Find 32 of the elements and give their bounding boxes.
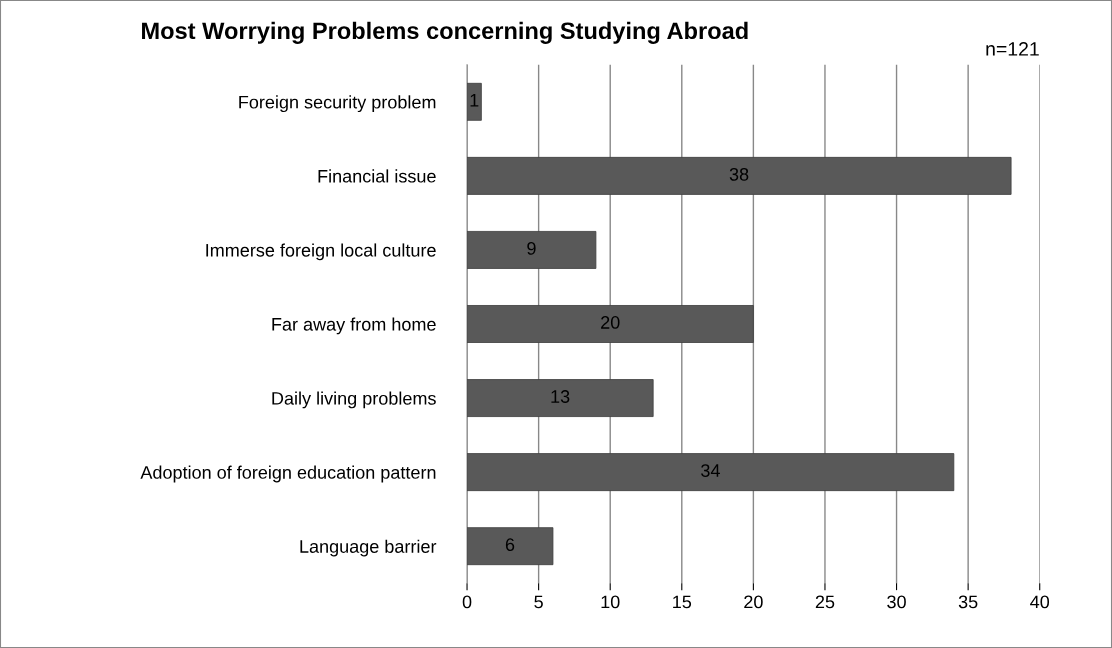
data-label: 34: [701, 464, 720, 477]
bar: [467, 379, 654, 417]
y-tick-label: Foreign security problem: [239, 95, 436, 113]
x-tick-label: 10: [601, 595, 620, 609]
text: n=121: [986, 42, 1039, 56]
bar: [467, 453, 955, 492]
y-tick-label: Language barrier: [300, 539, 437, 557]
y-tick-label: Daily living problems: [272, 391, 436, 409]
bar: [467, 527, 554, 566]
x-tick-label: 30: [887, 595, 906, 609]
x-tick-label: 15: [673, 595, 692, 609]
y-tick-label: Adoption of foreign education pattern: [140, 465, 436, 483]
data-label: 6: [505, 538, 515, 552]
data-label: 38: [729, 167, 749, 181]
x-tick-label: 0: [462, 595, 472, 609]
bar: [467, 231, 597, 269]
data-label: 1: [470, 94, 479, 107]
x-tick-label: 25: [815, 595, 835, 609]
bar: [467, 305, 754, 343]
x-tick-label: 20: [744, 595, 763, 609]
x-tick-label: 40: [1030, 595, 1050, 609]
x-tick-label: 5: [534, 595, 543, 609]
data-label: 9: [527, 242, 536, 255]
y-tick-label: Financial issue: [318, 169, 436, 183]
bar: [467, 82, 482, 121]
chart-title: Most Worrying Problems concerning Studying Abroad: [142, 21, 748, 44]
y-tick-label: Immerse foreign local culture: [206, 243, 436, 261]
data-label: 20: [601, 316, 620, 329]
data-label: 13: [551, 390, 570, 403]
bar: [467, 156, 1012, 195]
y-tick-label: Far away from home: [272, 317, 436, 335]
x-tick-label: 35: [958, 595, 978, 609]
